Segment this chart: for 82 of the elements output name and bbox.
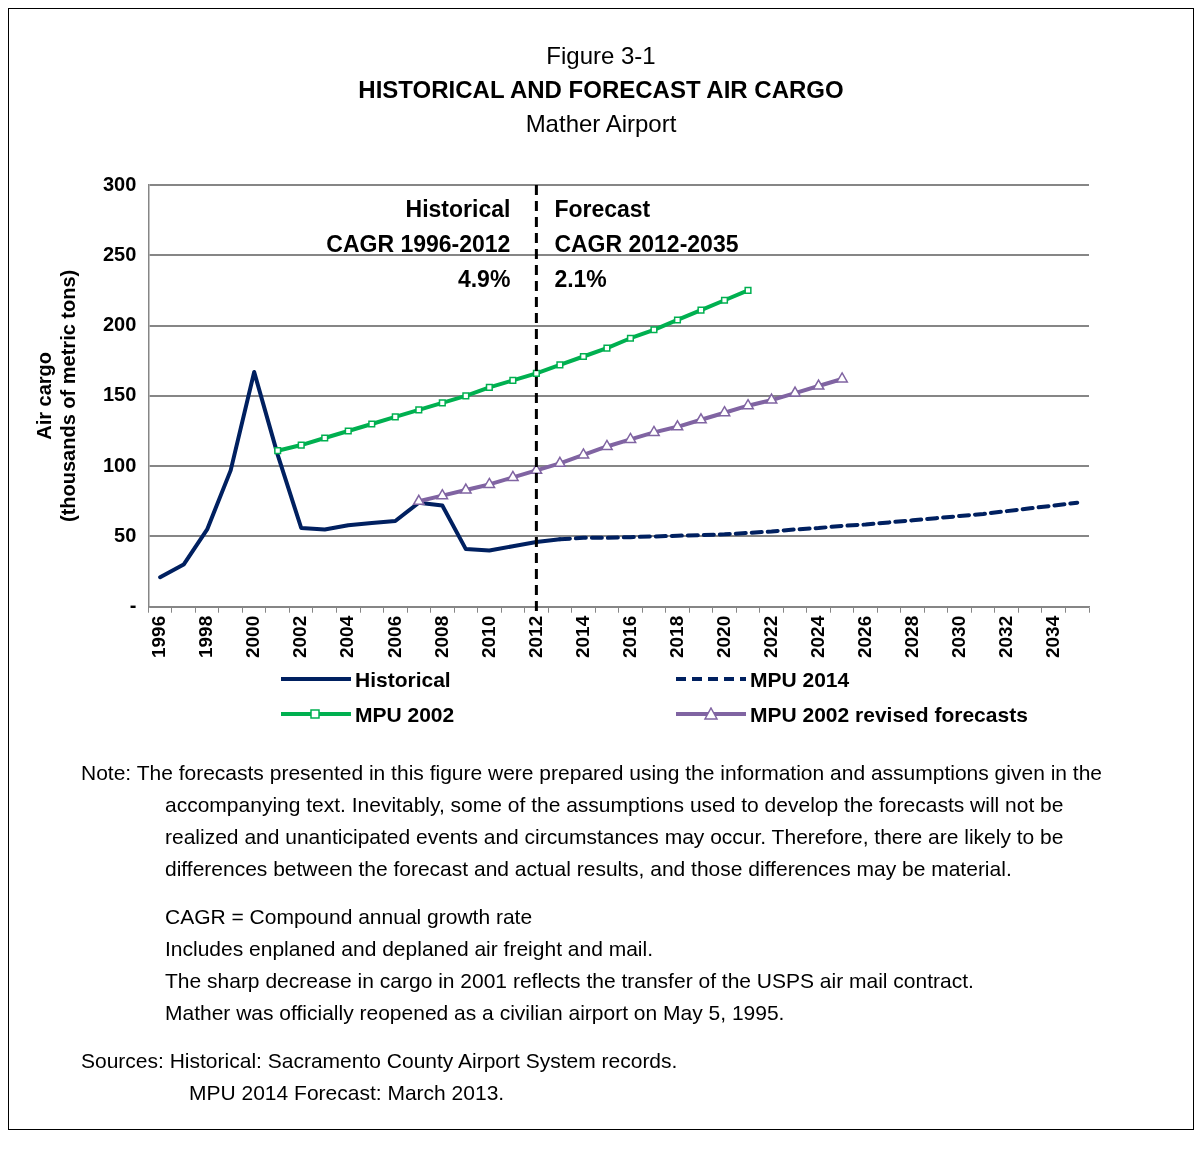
- point: [459, 483, 472, 494]
- point: [624, 432, 637, 444]
- point: [368, 420, 376, 428]
- x-tick-label: 2026: [853, 615, 875, 659]
- point: [744, 286, 752, 295]
- point: [509, 376, 517, 384]
- point: [344, 427, 352, 435]
- x-tick-label: 2032: [994, 615, 1016, 659]
- chart-subtitle: Mather Airport: [524, 109, 678, 139]
- legend-label: MPU 2014: [750, 667, 850, 691]
- text: Includes enplaned and deplaned air freight and mail.: [165, 935, 654, 962]
- point: [436, 488, 449, 500]
- point: [438, 399, 446, 407]
- point: [673, 316, 682, 324]
- point: [506, 470, 519, 482]
- y-tick-label: 250: [102, 242, 137, 265]
- point: [742, 398, 754, 410]
- x-tick-label: 2004: [336, 615, 358, 659]
- point: [274, 447, 282, 455]
- point: [577, 448, 590, 459]
- x-tick-label: 2000: [242, 615, 264, 659]
- point: [412, 494, 425, 506]
- point: [600, 439, 613, 451]
- point: [720, 296, 729, 304]
- point: [532, 369, 540, 377]
- x-tick-label: 1996: [148, 615, 170, 659]
- point: [697, 306, 705, 314]
- point: [718, 405, 731, 417]
- point: [648, 425, 660, 437]
- annotation: Forecast CAGR 2012-2035 2.1%: [554, 195, 739, 292]
- source-note: Sources: Historical: Sacramento County Airport System records.: [81, 1047, 679, 1074]
- y-tick-label: 50: [114, 523, 137, 546]
- x-tick-label: 2018: [665, 615, 687, 659]
- text: The sharp decrease in cargo in 2001 reflects the transfer of the USPS air mail contract.: [165, 967, 975, 994]
- point: [789, 386, 801, 397]
- y-tick-label: 300: [102, 172, 137, 195]
- x-tick-label: 2008: [430, 615, 452, 659]
- point: [812, 379, 825, 390]
- point: [485, 383, 493, 392]
- y-tick-label: -: [129, 594, 137, 617]
- text: MPU 2014 Forecast: March 2013.: [188, 1079, 506, 1106]
- y-tick-label: 150: [102, 383, 137, 406]
- point: [765, 393, 778, 404]
- legend-label: Historical: [355, 667, 451, 691]
- y-tick-label: 100: [102, 453, 137, 476]
- x-tick-label: 2030: [947, 615, 969, 659]
- x-tick-label: 2034: [1041, 615, 1063, 659]
- legend-label: MPU 2002: [355, 702, 455, 726]
- x-tick-label: 2024: [806, 615, 828, 659]
- point: [415, 406, 423, 414]
- point: [603, 344, 611, 352]
- point: [483, 477, 496, 489]
- chart-title: HISTORICAL AND FORECAST AIR CARGO: [357, 75, 845, 105]
- x-tick-label: 2022: [759, 615, 781, 659]
- text: Note: The forecasts presented in this figure were prepared using the information and assumptions given in the accompanying text. Inevitably, some of the assumptions used to develop the forecasts will not be realized and unanticipated events and circumstances may occur. Therefore, there are likely to be differences between the forecast and actual results, and those differences may be material.: [81, 759, 1104, 882]
- x-tick-label: 2014: [571, 615, 593, 659]
- point: [556, 361, 564, 369]
- x-tick-label: 2010: [477, 615, 499, 659]
- point: [391, 413, 399, 421]
- text: CAGR = Compound annual growth rate: [165, 903, 534, 930]
- point: [297, 441, 305, 449]
- x-tick-label: 2016: [618, 615, 640, 659]
- point: [695, 413, 707, 424]
- point: [650, 326, 658, 334]
- text: Mather was officially reopened as a civilian airport on May 5, 1995.: [165, 999, 786, 1026]
- x-tick-label: 2028: [900, 615, 922, 659]
- point: [671, 420, 684, 431]
- point: [836, 372, 849, 383]
- x-tick-label: 2012: [524, 615, 546, 659]
- point: [579, 352, 587, 361]
- y-tick-label: 200: [102, 313, 137, 336]
- x-tick-label: 2002: [289, 615, 311, 659]
- caption: Figure 3-1: [545, 41, 657, 71]
- annotation: Historical CAGR 1996-2012 4.9%: [326, 195, 511, 292]
- x-tick-label: 1998: [195, 615, 217, 659]
- point: [626, 334, 635, 342]
- point: [462, 392, 470, 400]
- x-tick-label: 2006: [383, 615, 405, 659]
- y-axis-title: Air cargo (thousands of metric tons): [32, 269, 79, 522]
- x-tick-label: 2020: [712, 615, 734, 659]
- legend-label: MPU 2002 revised forecasts: [750, 702, 1028, 726]
- point: [321, 434, 329, 442]
